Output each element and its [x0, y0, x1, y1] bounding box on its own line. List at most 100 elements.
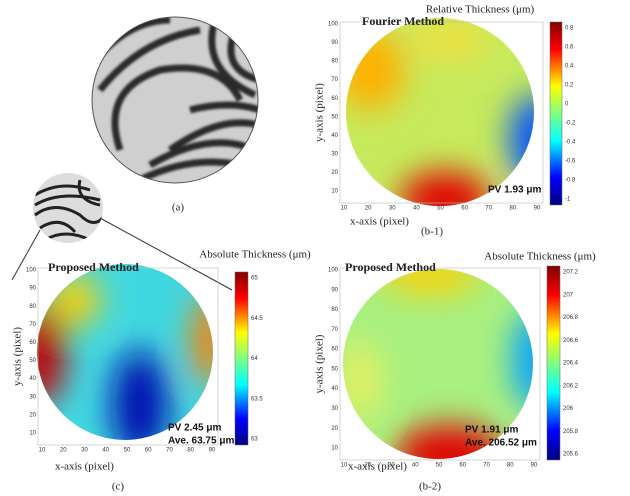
colorbar — [235, 272, 248, 445]
colorbar-tick-label: 206.2 — [563, 383, 579, 389]
x-axis-label: x-axis (pixel) — [348, 461, 407, 473]
x-tick-label: 60 — [459, 463, 466, 469]
x-tick-label: 30 — [389, 206, 396, 212]
panel-label: (c) — [112, 481, 125, 493]
x-tick-label: 90 — [209, 448, 216, 454]
annotation: PV 2.45 μm — [168, 423, 221, 434]
colorbar-tick-label: 0.6 — [565, 45, 574, 51]
colorbar — [550, 22, 562, 205]
y-tick-label: 20 — [29, 412, 36, 418]
colorbar-tick-label: -0.6 — [565, 159, 576, 165]
x-tick-label: 70 — [485, 206, 492, 212]
x-tick-label: 30 — [81, 448, 88, 454]
y-tick-label: 90 — [29, 286, 36, 292]
x-tick-label: 10 — [39, 448, 46, 454]
y-tick-label: 50 — [331, 114, 338, 120]
x-tick-label: 40 — [412, 463, 419, 469]
y-tick-label: 90 — [331, 287, 338, 293]
y-tick-label: 30 — [331, 406, 338, 412]
colorbar-tick-label: 63 — [251, 437, 258, 443]
colorbar-tick-label: 0.8 — [565, 26, 574, 32]
annotation: PV 1.93 μm — [488, 185, 541, 196]
y-tick-label: 60 — [331, 347, 338, 353]
x-tick-label: 50 — [436, 463, 443, 469]
y-tick-label: 50 — [29, 358, 36, 364]
colorbar-tick-label: 206.4 — [563, 361, 579, 367]
x-tick-label: 50 — [124, 448, 131, 454]
y-tick-label: 50 — [331, 366, 338, 372]
colorbar-tick-label: 205.8 — [563, 429, 579, 435]
colorbar-tick-label: 0.2 — [565, 83, 574, 89]
y-tick-label: 100 — [328, 268, 339, 274]
colorbar-tick-label: 63.5 — [251, 396, 263, 402]
figure: (a) 10 20 30 40 50 60 70 80 90 10 20 30 40 50 60 70 80 90… — [0, 0, 630, 496]
x-tick-label: 90 — [531, 463, 538, 469]
fringe-thumbnail — [30, 170, 110, 250]
x-tick-label: 70 — [166, 448, 173, 454]
colorbar-tick-label: 64 — [251, 356, 258, 362]
y-tick-label: 100 — [328, 22, 339, 28]
colorbar-tick-label: 64.5 — [251, 316, 263, 322]
x-tick-label: 70 — [483, 463, 490, 469]
y-axis-label: y-axis (pixel) — [314, 83, 326, 142]
y-tick-label: 40 — [29, 376, 36, 382]
colorbar-tick-label: -0.2 — [565, 121, 576, 127]
y-tick-label: 70 — [331, 77, 338, 83]
y-tick-label: 40 — [331, 133, 338, 139]
x-tick-label: 40 — [413, 206, 420, 212]
y-tick-label: 60 — [331, 96, 338, 102]
panel-label: (b-2) — [419, 481, 441, 493]
y-tick-label: 100 — [26, 268, 37, 274]
plot-title: Proposed Method — [48, 260, 139, 274]
annotation: Ave. 206.52 μm — [465, 438, 537, 449]
heatmap — [340, 257, 557, 485]
colorbar-title: Absolute Thickness (μm) — [199, 249, 311, 261]
colorbar-tick-label: 206 — [563, 406, 574, 412]
y-tick-label: 10 — [29, 431, 36, 437]
x-tick-label: 60 — [145, 448, 152, 454]
x-tick-label: 80 — [187, 448, 194, 454]
y-tick-label: 80 — [331, 307, 338, 313]
colorbar-tick-label: 206.6 — [563, 338, 579, 344]
y-tick-label: 20 — [331, 170, 338, 176]
y-tick-label: 30 — [331, 151, 338, 157]
y-tick-label: 80 — [331, 59, 338, 65]
panel-label: (a) — [172, 202, 185, 214]
colorbar-tick-label: 206.8 — [563, 315, 579, 321]
colorbar — [547, 266, 560, 460]
y-tick-label: 40 — [331, 386, 338, 392]
x-tick-label: 60 — [461, 206, 468, 212]
y-tick-label: 20 — [331, 426, 338, 432]
y-tick-label: 30 — [29, 394, 36, 400]
plot-title: Proposed Method — [345, 260, 436, 274]
x-tick-label: 80 — [510, 206, 517, 212]
x-tick-label: 10 — [341, 206, 348, 212]
colorbar-tick-label: 205.6 — [563, 452, 579, 458]
colorbar-tick-label: -0.8 — [565, 178, 576, 184]
x-tick-label: 90 — [534, 206, 541, 212]
y-tick-label: 10 — [331, 189, 338, 195]
x-axis-label: x-axis (pixel) — [350, 216, 409, 228]
plot-title: Fourier Method — [362, 14, 444, 28]
colorbar-tick-label: 207 — [563, 292, 574, 298]
x-tick-label: 20 — [60, 448, 67, 454]
colorbar-tick-label: 0.4 — [565, 64, 574, 70]
y-tick-label: 10 — [331, 446, 338, 452]
y-tick-label: 60 — [29, 340, 36, 346]
x-axis-label: x-axis (pixel) — [55, 461, 114, 473]
y-axis-label: y-axis (pixel) — [314, 334, 326, 393]
annotation: Ave. 63.75 μm — [168, 436, 234, 447]
x-tick-label: 20 — [365, 206, 372, 212]
colorbar-tick-label: -1 — [565, 197, 571, 203]
colorbar-tick-label: 65 — [251, 276, 258, 282]
fringe-image — [90, 15, 260, 185]
x-tick-label: 50 — [437, 206, 444, 212]
x-tick-label: 10 — [341, 463, 348, 469]
colorbar-tick-label: 207.2 — [563, 270, 579, 276]
colorbar-title: Absolute Thickness (μm) — [484, 251, 596, 263]
y-tick-label: 70 — [331, 327, 338, 333]
panel-label: (b-1) — [421, 226, 443, 238]
x-tick-label: 80 — [507, 463, 514, 469]
y-tick-label: 80 — [29, 304, 36, 310]
colorbar-tick-label: 0 — [565, 102, 569, 108]
